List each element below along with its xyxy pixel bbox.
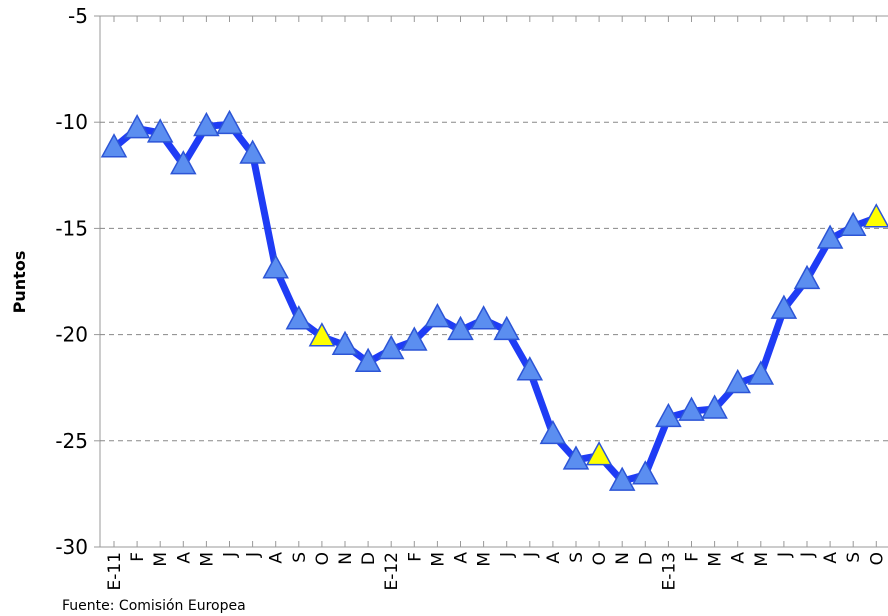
- marker: [770, 294, 798, 319]
- y-tick-label: -20: [55, 323, 88, 347]
- x-tick-label: J: [221, 552, 241, 558]
- marker: [839, 211, 867, 237]
- marker: [793, 264, 821, 290]
- y-tick-label: -10: [55, 110, 88, 134]
- x-tick-label: D: [359, 552, 379, 565]
- y-tick-label: -15: [55, 216, 88, 240]
- x-tick-label: J: [244, 552, 264, 558]
- marker: [562, 445, 590, 470]
- x-tick-label: O: [867, 552, 887, 565]
- x-tick-label: E-12: [382, 552, 402, 591]
- x-tick-label: F: [683, 552, 703, 562]
- x-tick-label: J: [498, 552, 518, 558]
- marker: [262, 254, 289, 279]
- marker: [816, 224, 844, 249]
- y-tick-label: -30: [55, 535, 88, 559]
- marker: [308, 322, 336, 347]
- marker: [747, 360, 775, 385]
- x-tick-label: M: [151, 552, 171, 567]
- x-tick-label: A: [821, 552, 841, 564]
- x-tick-label: A: [544, 552, 564, 564]
- y-tick-label: -5: [68, 4, 88, 28]
- x-tick-label: M: [706, 552, 726, 567]
- x-tick-label: D: [636, 552, 656, 565]
- marker: [493, 315, 520, 341]
- x-tick-label: M: [752, 552, 772, 567]
- marker: [585, 441, 613, 466]
- x-tick-label: E-11: [105, 552, 125, 591]
- marker: [655, 402, 682, 428]
- marker: [701, 394, 728, 419]
- x-tick-label: E-13: [659, 552, 679, 591]
- marker: [470, 305, 497, 330]
- marker: [193, 111, 220, 137]
- marker: [539, 419, 567, 445]
- x-tick-label: M: [475, 552, 495, 567]
- x-tick-label: A: [729, 552, 749, 564]
- x-tick-label: O: [313, 552, 333, 565]
- marker: [863, 203, 888, 228]
- x-tick-label: J: [521, 552, 541, 558]
- marker: [354, 347, 382, 372]
- marker: [401, 326, 428, 351]
- x-tick-label: N: [336, 552, 356, 565]
- line: [111, 120, 878, 485]
- marker: [100, 133, 128, 158]
- x-tick-label: J: [775, 552, 795, 558]
- marker: [724, 368, 751, 394]
- marker: [146, 118, 174, 143]
- x-tick-label: S: [844, 552, 864, 563]
- x-tick-label: F: [128, 552, 148, 562]
- y-tick-label: -25: [55, 429, 88, 453]
- marker: [678, 396, 705, 421]
- x-tick-label: M: [428, 552, 448, 567]
- x-tick-label: J: [798, 552, 818, 558]
- marker: [285, 305, 313, 330]
- x-tick-label: A: [267, 552, 287, 564]
- marker: [608, 466, 636, 491]
- x-tick-label: F: [405, 552, 425, 562]
- marker: [331, 330, 359, 355]
- x-tick-label: S: [290, 552, 310, 563]
- marker: [632, 460, 659, 485]
- source: Fuente: Comisión Europea: [62, 598, 246, 614]
- y-axis-label: Puntos: [10, 251, 29, 314]
- marker: [216, 109, 243, 135]
- marker: [424, 303, 451, 328]
- marker: [123, 114, 151, 139]
- marker: [170, 150, 197, 175]
- marker: [516, 356, 544, 381]
- marker: [447, 315, 474, 341]
- x-tick-label: O: [590, 552, 610, 565]
- marker: [377, 334, 405, 360]
- x-tick-label: A: [452, 552, 472, 564]
- x-tick-label: N: [613, 552, 633, 565]
- x-tick-label: M: [197, 552, 217, 567]
- x-tick-label: S: [567, 552, 587, 563]
- x-tick-label: A: [174, 552, 194, 564]
- marker: [239, 139, 266, 164]
